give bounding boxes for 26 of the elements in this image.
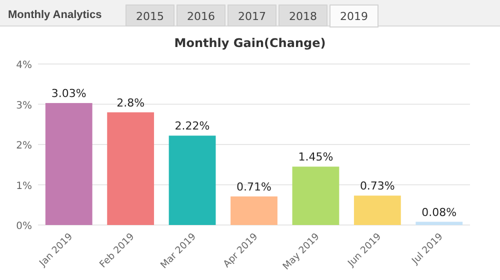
- text: 2019: [340, 10, 368, 23]
- bar: [416, 222, 463, 225]
- bar: [354, 196, 401, 225]
- y-tick-label: 0%: [16, 221, 32, 232]
- y-tick-label: 2%: [16, 140, 32, 152]
- data-label: 3.03%: [51, 87, 86, 100]
- bar: [45, 103, 92, 225]
- bar: [292, 166, 340, 225]
- bar: [107, 112, 154, 225]
- y-tick-label: 1%: [16, 180, 32, 192]
- text: 2017: [238, 10, 266, 23]
- data-label: 0.73%: [360, 180, 395, 193]
- y-tick-label: 3%: [16, 100, 32, 112]
- data-label: 1.45%: [298, 150, 334, 164]
- data-label: 2.8%: [116, 96, 145, 110]
- bar: [168, 136, 216, 225]
- chart-title: Monthly Gain(Change): [174, 36, 326, 50]
- text: 2018: [289, 10, 317, 23]
- data-label: 0.08%: [422, 206, 457, 219]
- bar: [230, 196, 278, 225]
- text: 2015: [136, 10, 164, 23]
- data-label: 2.22%: [174, 120, 210, 133]
- data-label: 0.71%: [236, 180, 272, 194]
- y-tick-label: 4%: [16, 60, 32, 71]
- text: 2016: [187, 10, 215, 23]
- text: Monthly Analytics: [8, 9, 102, 21]
